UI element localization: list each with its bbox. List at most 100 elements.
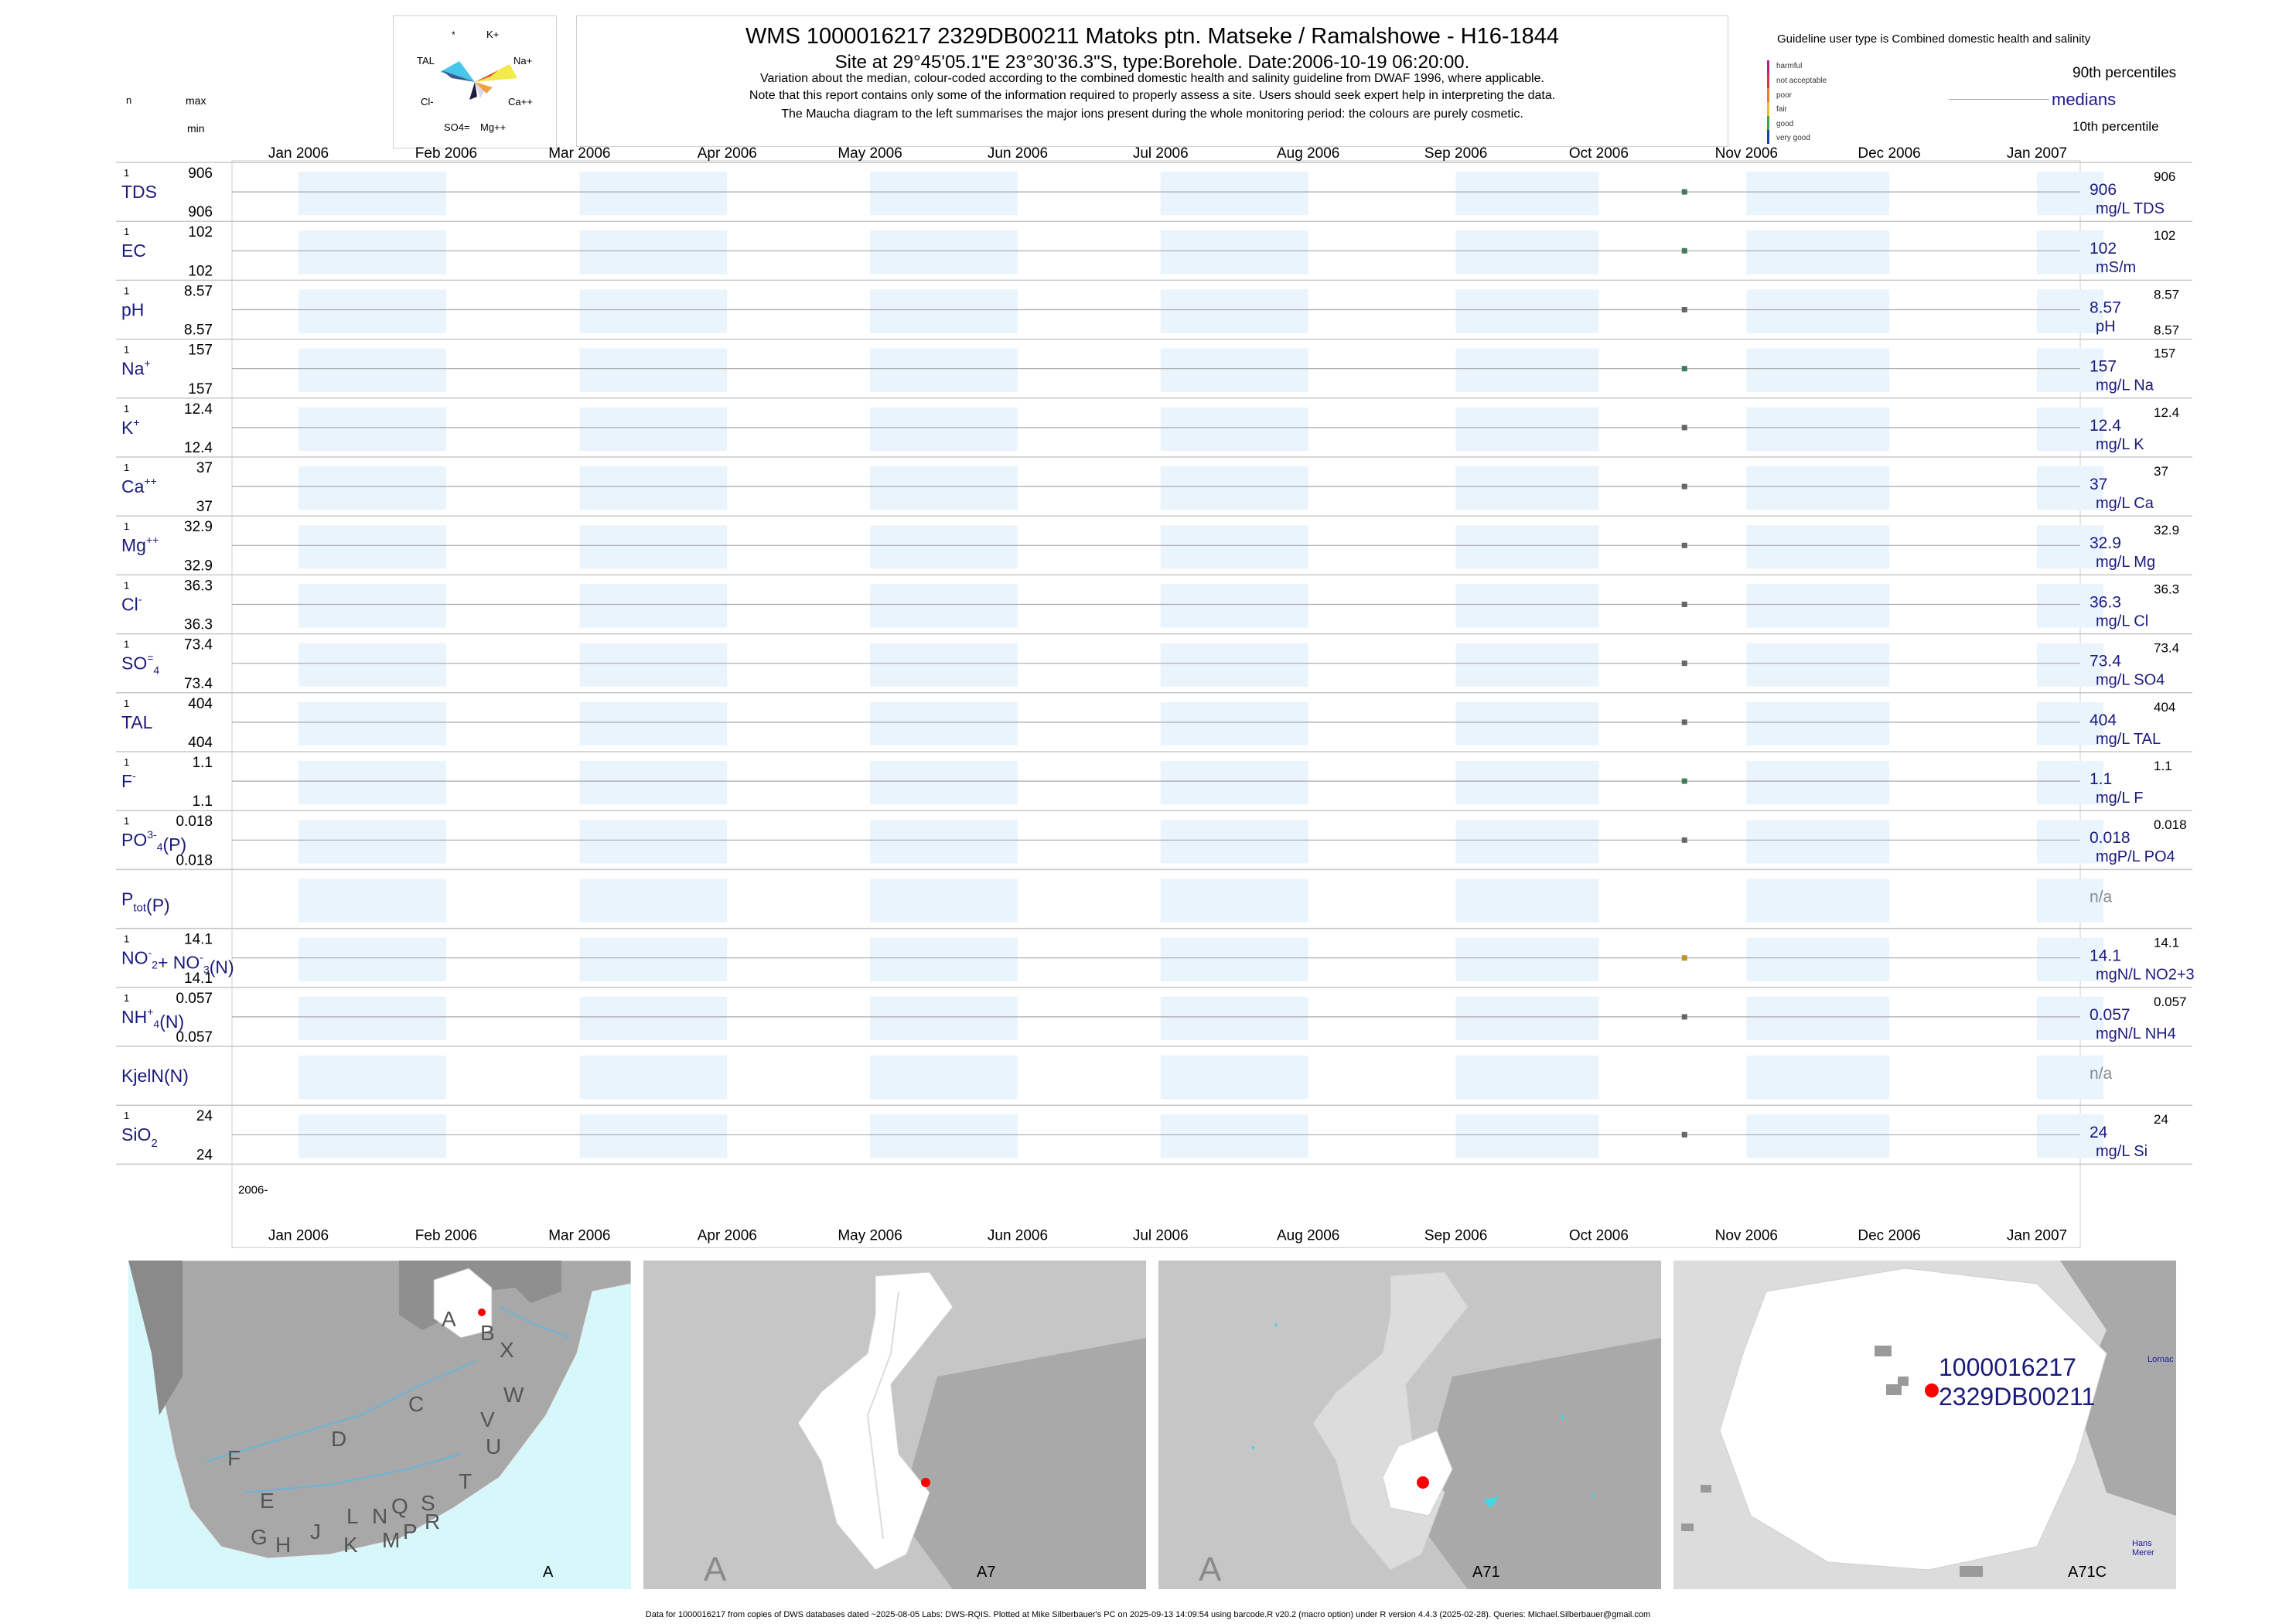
month-shade (2037, 701, 2103, 745)
month-shade (299, 761, 446, 805)
row-n: 1 (124, 167, 129, 179)
map-place-1: Lornac (2148, 1355, 2174, 1364)
month-shade (579, 466, 728, 510)
month-shade (1746, 289, 1890, 333)
month-shade (1160, 584, 1308, 628)
month-shade (1455, 643, 1599, 687)
data-point (1681, 247, 1687, 254)
row-p90: 24 (2154, 1112, 2168, 1127)
map-region-l: L (346, 1504, 359, 1528)
month-shade (299, 879, 446, 923)
x-tick-label-bottom: Aug 2006 (1277, 1227, 1339, 1244)
row-unit: mg/L F (2096, 790, 2144, 807)
month-shade (870, 761, 1018, 805)
maucha-sector-1 (440, 61, 475, 82)
map-site-dot-3 (1417, 1476, 1429, 1489)
param-name: Cl- (121, 592, 142, 614)
row-n: 1 (124, 403, 129, 415)
title-box: WMS 1000016217 2329DB00211 Matoks ptn. M… (576, 15, 1728, 147)
row-unit: mg/L K (2096, 436, 2144, 453)
month-shade (1160, 643, 1308, 687)
map-region-m: M (382, 1528, 401, 1552)
x-tick-label-top: Jan 2007 (2007, 145, 2067, 162)
maucha-sector-3 (442, 70, 475, 82)
map-site-dot-4 (1925, 1383, 1939, 1397)
data-point (1681, 483, 1687, 490)
row-n: 1 (124, 579, 129, 591)
month-shade (1455, 466, 1599, 510)
month-shade (1455, 1114, 1599, 1158)
data-point (1681, 778, 1687, 784)
row-unit: mg/L TDS (2096, 200, 2165, 217)
month-shade (299, 289, 446, 333)
legend-class-verygood (1767, 130, 1769, 144)
row-median: 0.057 (2090, 1006, 2131, 1024)
param-name: K+ (121, 416, 140, 438)
month-shade (1746, 1056, 1890, 1100)
report-note-3: The Maucha diagram to the left summarise… (781, 107, 1523, 121)
month-shade (1160, 761, 1308, 805)
row-median: n/a (2090, 1065, 2113, 1083)
map-site-dot-2 (921, 1478, 930, 1487)
param-name: NH+4(N) (121, 1005, 184, 1032)
row-p90: 1.1 (2154, 759, 2172, 773)
param-name: pH (121, 299, 144, 319)
maucha-sector-6 (469, 82, 477, 100)
month-shade (1160, 937, 1308, 981)
map-site-dot-1 (478, 1308, 486, 1316)
month-shade (1160, 348, 1308, 392)
row-min: 102 (188, 263, 213, 279)
data-point (1681, 602, 1687, 607)
month-shade (579, 761, 728, 805)
map-panel-a71c: 1000016217 2329DB00211 Lornac Hans Merer… (1673, 1261, 2176, 1589)
month-shade (299, 348, 446, 392)
row-min: 0.018 (176, 852, 213, 868)
row-p90: 32.9 (2154, 523, 2179, 537)
data-point (1681, 307, 1687, 312)
map-region-t: T (459, 1469, 473, 1493)
month-shade (870, 879, 1018, 923)
map-panel-a7: A A7 (643, 1261, 1146, 1589)
month-shade (870, 348, 1018, 392)
map-site-id: 1000016217 (1939, 1353, 2076, 1381)
maucha-sector-8 (475, 82, 493, 94)
x-tick-label-top: Sep 2006 (1424, 145, 1487, 162)
month-shade (870, 1114, 1018, 1158)
month-shade (2037, 230, 2103, 275)
map-a71c (1673, 1261, 2176, 1589)
month-shade (299, 407, 446, 451)
row-n: 1 (124, 462, 129, 473)
data-point (1681, 719, 1687, 725)
map-region-e: E (260, 1489, 275, 1513)
row-n: 1 (124, 992, 129, 1004)
maucha-label-k: K+ (486, 29, 499, 40)
map-place-2: Hans Merer (2132, 1539, 2154, 1557)
map-region-r: R (425, 1510, 441, 1534)
row-median: 12.4 (2090, 417, 2121, 435)
row-p90: 0.057 (2154, 995, 2187, 1009)
row-min: 37 (196, 499, 213, 515)
month-shade (1160, 996, 1308, 1040)
map-region-b: B (480, 1321, 495, 1345)
legend-class-good-label: good (1776, 120, 1794, 128)
month-shade (2037, 172, 2103, 216)
month-shade (299, 1056, 446, 1100)
legend-class-fair (1767, 102, 1769, 116)
param-name: Na+ (121, 357, 151, 379)
month-shade (299, 466, 446, 510)
param-name: EC (121, 241, 146, 261)
month-shade (1746, 820, 1890, 864)
row-unit: mg/L Cl (2096, 612, 2148, 629)
row-p10: 8.57 (2154, 323, 2179, 338)
map-panel-1-label: A (543, 1564, 554, 1581)
row-unit: mg/L Ca (2096, 495, 2154, 512)
row-median: 906 (2090, 181, 2117, 199)
month-shade (299, 230, 446, 275)
x-tick-label-top: Nov 2006 (1715, 145, 1778, 162)
month-shade (299, 584, 446, 628)
row-median: 36.3 (2090, 593, 2121, 611)
data-point (1681, 955, 1687, 961)
row-unit: mgN/L NO2+3 (2096, 967, 2195, 984)
month-shade (870, 407, 1018, 451)
header-max: max (186, 94, 206, 107)
